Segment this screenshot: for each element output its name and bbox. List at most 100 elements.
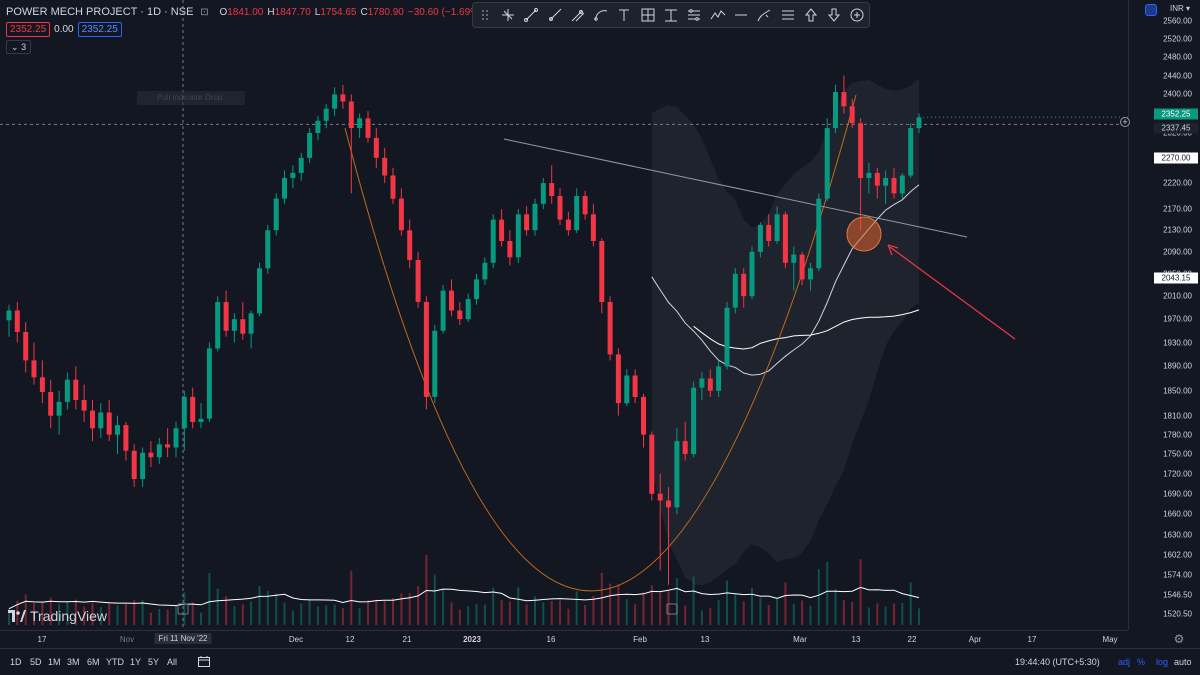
ohlc-key: L: [314, 6, 321, 18]
trend-line-icon[interactable]: [522, 5, 541, 25]
volume-bar: [534, 596, 536, 625]
parallel-channel-icon[interactable]: [778, 5, 797, 25]
range-ytd[interactable]: YTD: [106, 657, 124, 667]
clock-timezone[interactable]: 19:44:40 (UTC+5:30): [1015, 657, 1100, 667]
candle-body: [515, 214, 521, 258]
buy-price[interactable]: 2352.25: [77, 22, 122, 37]
volume-bar: [692, 576, 695, 625]
volume-bar: [650, 585, 653, 625]
price-label-last: 2352.25: [1154, 108, 1198, 120]
horizontal-line-icon[interactable]: [731, 5, 750, 25]
time-axis[interactable]: 17 Nov Fri 11 Nov '22 Dec 12 21 2023 16 Feb 13 Mar…: [0, 630, 1128, 648]
range-all[interactable]: All: [167, 657, 178, 667]
price-scale[interactable]: INR ▾ 2560.00 2520.00 2480.00 2440.00 2400.0…: [1128, 0, 1200, 630]
brush-icon[interactable]: [755, 5, 774, 25]
crosshair-tool-icon[interactable]: [498, 5, 517, 25]
range-1d[interactable]: 1D: [10, 657, 22, 667]
pitchfork-icon[interactable]: [568, 5, 587, 25]
scale-option-adj[interactable]: adj: [1118, 657, 1131, 667]
candle-body: [198, 418, 204, 422]
time-label: Fri 11 Nov '22: [154, 633, 212, 644]
volume-bar: [918, 608, 920, 625]
volume-bar: [659, 592, 662, 625]
volume-bar: [400, 593, 403, 625]
arrow-down-icon[interactable]: [824, 5, 843, 25]
volume-bar: [734, 593, 737, 625]
range-6m[interactable]: 6M: [87, 657, 100, 667]
candle-body: [657, 493, 663, 501]
candle-body: [482, 262, 488, 280]
volume-bar: [851, 601, 854, 625]
candle-body: [215, 302, 221, 349]
symbol-title[interactable]: POWER MECH PROJECT · 1D · NSE: [6, 6, 194, 18]
price-tick: 2560.00: [1163, 16, 1192, 26]
candle-body: [257, 268, 262, 314]
candle-body: [39, 377, 45, 392]
fib-retracement-icon[interactable]: [661, 5, 680, 25]
eye-icon[interactable]: [848, 5, 867, 25]
arrow-up-icon[interactable]: [801, 5, 820, 25]
text-tool-icon[interactable]: [615, 5, 634, 25]
time-label: 21: [402, 635, 412, 644]
ohlc-key: O: [219, 6, 228, 18]
add-alert-plus-icon[interactable]: +: [1120, 117, 1130, 127]
price-tick: 1660.00: [1163, 509, 1192, 519]
sell-price[interactable]: 2352.25: [6, 22, 51, 37]
candle-body: [824, 128, 830, 199]
calendar-icon[interactable]: [198, 656, 210, 667]
candle-body: [81, 400, 87, 411]
time-label: May: [1102, 635, 1118, 644]
scale-option-percent[interactable]: %: [1137, 657, 1146, 667]
scale-mode-icon[interactable]: [1145, 4, 1157, 16]
logo-text: TradingView: [30, 608, 108, 624]
price-tick: 1810.00: [1163, 411, 1192, 421]
candle-body: [98, 412, 104, 429]
price-tick: 1690.00: [1163, 489, 1192, 499]
chart-area[interactable]: [0, 0, 1128, 630]
price-label-upper: 2270.00: [1154, 152, 1198, 164]
scale-option-log[interactable]: log: [1156, 657, 1169, 667]
volume-bar: [99, 607, 102, 625]
time-label: Apr: [968, 635, 982, 644]
symbol-settings-icon[interactable]: ⊡: [200, 6, 209, 18]
price-chart[interactable]: [0, 0, 1128, 630]
indicators-toggle[interactable]: ⌄ 3: [6, 40, 32, 54]
price-label-lower: 2043.15: [1154, 272, 1198, 284]
range-1y[interactable]: 1Y: [130, 657, 142, 667]
time-label: 16: [546, 635, 556, 644]
range-3m[interactable]: 3M: [67, 657, 80, 667]
time-label: 17: [37, 635, 47, 644]
volume-moving-average: [8, 586, 920, 610]
curve-icon[interactable]: [591, 5, 610, 25]
price-tick: 2480.00: [1163, 52, 1192, 62]
volume-bar: [792, 603, 795, 625]
volume-bar: [341, 608, 344, 625]
volume-bar: [133, 600, 136, 625]
range-1m[interactable]: 1M: [48, 657, 61, 667]
candle-body: [315, 120, 321, 133]
range-5y[interactable]: 5Y: [148, 657, 160, 667]
volume-bar: [367, 600, 369, 625]
arrow-annotation-head: [887, 244, 899, 256]
volume-bar: [859, 559, 862, 625]
highlight-circle-annotation: [846, 216, 882, 252]
scale-option-auto[interactable]: auto: [1174, 657, 1192, 667]
bottom-toolbar: 19:44:40 (UTC+5:30) 1D 5D 1M 3M 6M YTD 1Y 5Y All…: [0, 648, 1200, 675]
volume-bar: [767, 605, 770, 625]
volume-bar: [458, 609, 461, 625]
range-5d[interactable]: 5D: [30, 657, 42, 667]
volume-bar: [58, 604, 61, 625]
candle-body: [240, 319, 246, 334]
measure-icon[interactable]: [685, 5, 704, 25]
volume-bar: [158, 609, 161, 625]
candle-body: [156, 444, 162, 458]
ray-icon[interactable]: [545, 5, 564, 25]
candle-body: [716, 366, 722, 391]
currency-selector[interactable]: INR ▾: [1169, 4, 1190, 13]
volume-bar: [41, 602, 44, 625]
gear-icon[interactable]: ⚙: [1173, 632, 1185, 646]
fib-grid-icon[interactable]: [638, 5, 657, 25]
grip-icon[interactable]: [475, 5, 494, 25]
path-icon[interactable]: [708, 5, 727, 25]
candle-body: [532, 203, 538, 231]
